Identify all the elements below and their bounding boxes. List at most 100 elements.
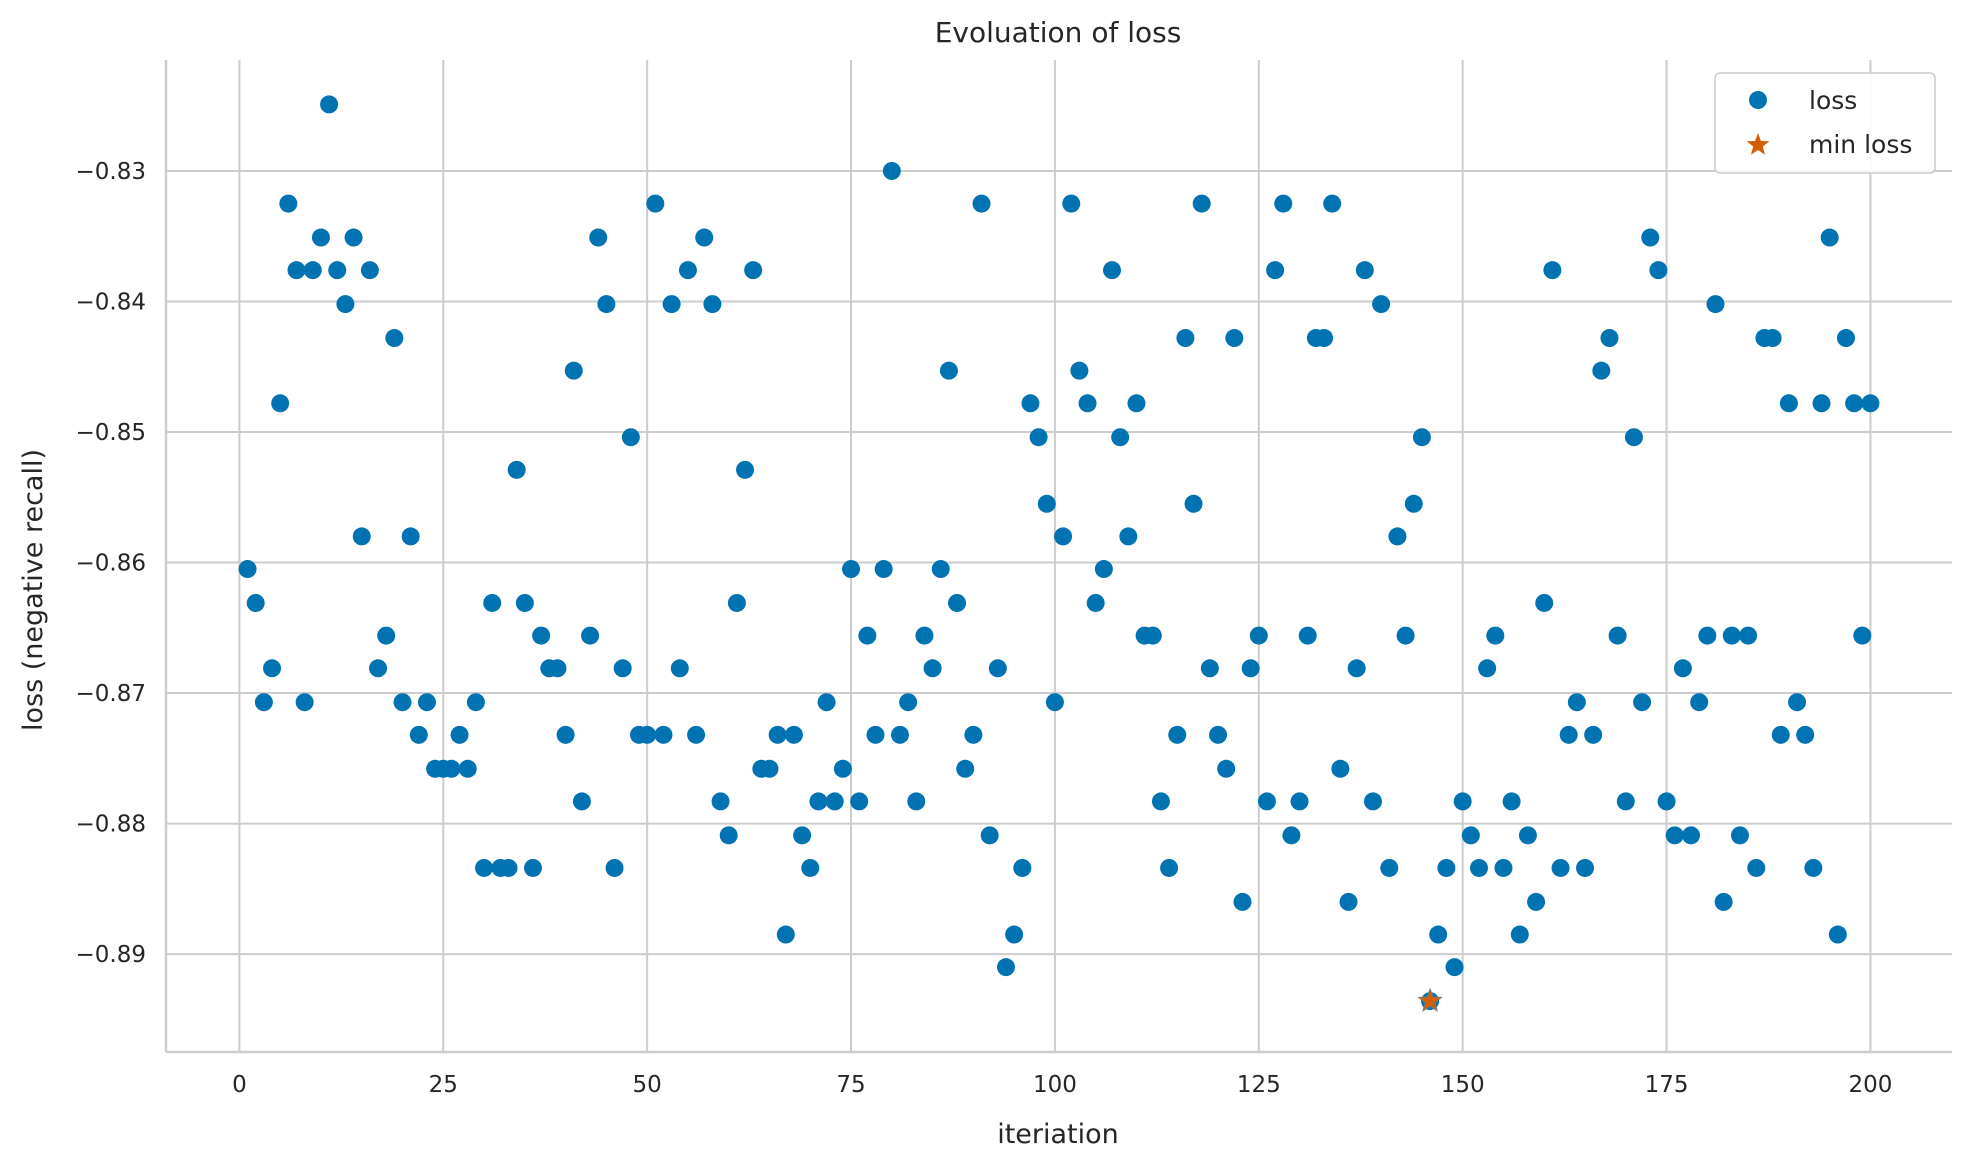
loss-point [1633,693,1652,712]
y-axis-label: loss (negative recall) [18,449,49,731]
loss-point [532,626,551,645]
loss-point [1584,725,1603,744]
loss-point [1722,626,1741,645]
loss-point [254,693,273,712]
loss-point [303,261,322,280]
loss-point [1771,725,1790,744]
loss-point [1355,261,1374,280]
loss-point [923,659,942,678]
loss-point [1706,295,1725,314]
loss-point [1290,792,1309,811]
loss-point [784,725,803,744]
loss-point [1266,261,1285,280]
loss-point [556,725,575,744]
legend-min-loss-marker [1746,133,1770,155]
x-tick-label: 200 [1848,1072,1892,1098]
loss-point [1200,659,1219,678]
loss-point [1812,394,1831,413]
loss-point [344,228,363,247]
loss-point [1461,826,1480,845]
x-tick-label: 175 [1645,1072,1689,1098]
loss-point [572,792,591,811]
y-tick-label: −0.86 [76,551,146,577]
loss-point [409,725,428,744]
loss-point [605,858,624,877]
loss-point [320,95,339,114]
loss-point [295,693,314,712]
loss-point [450,725,469,744]
loss-point [1045,693,1064,712]
loss-point [972,194,991,213]
loss-point [499,858,518,877]
legend: loss min loss [1714,72,1936,174]
loss-point [1396,626,1415,645]
loss-point [882,161,901,180]
loss-point [915,626,934,645]
loss-point [964,725,983,744]
loss-point [956,759,975,778]
loss-point [393,693,412,712]
tick-labels: 0 25 50 75 100 125 150 175 200 −0.83 −0.84 −0.85 −0.… [76,159,1893,1098]
loss-point [890,725,909,744]
loss-point [442,759,461,778]
loss-point [1282,826,1301,845]
loss-point [369,659,388,678]
loss-point [1192,194,1211,213]
loss-point [744,261,763,280]
loss-point [931,560,950,579]
x-tick-label: 150 [1441,1072,1485,1098]
y-tick-label: −0.83 [76,159,146,185]
loss-point [377,626,396,645]
x-axis-label: iteriation [997,1119,1119,1150]
axis-spines [164,60,1952,1054]
loss-point [1510,925,1529,944]
loss-point [662,295,681,314]
loss-point [458,759,477,778]
loss-point [1078,394,1097,413]
loss-point [736,460,755,479]
chart-title: Evoluation of loss [935,16,1182,49]
loss-point [988,659,1007,678]
loss-point [1184,494,1203,513]
x-tick-label: 25 [429,1072,458,1098]
loss-point [1372,295,1391,314]
loss-point [1567,693,1586,712]
loss-point [1698,626,1717,645]
loss-point [1739,626,1758,645]
loss-point [1820,228,1839,247]
loss-point [1070,361,1089,380]
loss-point [1673,659,1692,678]
loss-point [874,560,893,579]
loss-point [1323,194,1342,213]
loss-point [1845,394,1864,413]
loss-point [1249,626,1268,645]
y-tick-label: −0.87 [76,681,146,707]
legend-min-loss-label: min loss [1809,130,1912,159]
loss-point [401,527,420,546]
loss-point [646,194,665,213]
loss-point [1111,428,1130,447]
loss-point [776,925,795,944]
loss-point [1682,826,1701,845]
loss-point [263,659,282,678]
loss-point [1600,329,1619,348]
loss-point [1853,626,1872,645]
y-tick-label: −0.88 [76,812,146,838]
loss-point [727,593,746,612]
loss-point [825,792,844,811]
loss-point [621,428,640,447]
loss-point [1730,826,1749,845]
loss-point [1298,626,1317,645]
loss-point [597,295,616,314]
loss-point [1021,394,1040,413]
loss-point [1804,858,1823,877]
loss-point [719,826,738,845]
y-tick-label: −0.85 [76,420,146,446]
loss-point [238,560,257,579]
loss-point [1502,792,1521,811]
loss-point [1649,261,1668,280]
loss-point [1217,759,1236,778]
loss-point [1576,858,1595,877]
loss-point [768,725,787,744]
